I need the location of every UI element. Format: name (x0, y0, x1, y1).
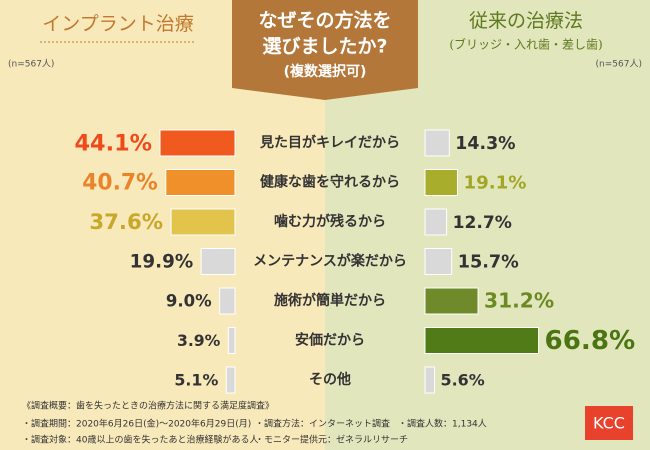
bar (424, 129, 450, 157)
center-title: 選びましたか? (262, 36, 387, 58)
bar (170, 208, 236, 236)
category-label: メンテナンスが楽だから (253, 253, 407, 270)
footnote: ・調査人数：1,134人 (398, 418, 487, 430)
category-label: その他 (309, 371, 351, 388)
category-label: 健康な歯を守れるから (260, 174, 400, 191)
value-label: 14.3% (455, 134, 515, 154)
footnote: ・調査方法：インターネット調査 (255, 418, 390, 430)
value-label: 15.7% (458, 253, 519, 273)
bar (159, 129, 236, 157)
value-label: 37.6% (89, 210, 163, 235)
bar (200, 248, 236, 275)
bar (424, 169, 458, 196)
left-title: インプラント治療 (42, 13, 193, 35)
bar (227, 327, 236, 354)
value-label: 3.9% (177, 331, 221, 350)
value-label: 19.1% (463, 173, 526, 194)
value-label: 44.1% (74, 131, 152, 157)
center-title: なぜその方法を (258, 9, 391, 32)
value-label: 9.0% (166, 292, 212, 311)
bar (219, 287, 236, 315)
right-n: (n=567人) (596, 59, 642, 70)
value-label: 40.7% (82, 171, 158, 196)
category-label: 噛む力が残るから (274, 213, 386, 230)
value-label: 19.9% (130, 252, 193, 273)
category-label: 見た目がキレイだから (259, 134, 400, 151)
bar (424, 327, 540, 354)
value-label: 12.7% (453, 213, 512, 233)
right-title: 従来の治療法 (469, 10, 583, 32)
bar (424, 287, 479, 315)
value-label: 5.1% (174, 371, 218, 390)
footnote: 《調査概要：歯を失ったときの治療方法に関する満足度調査》 (22, 400, 274, 412)
bar (424, 366, 436, 394)
bar (424, 208, 448, 236)
bar (225, 366, 236, 394)
logo-box (585, 406, 633, 440)
left-n: (n=567人) (8, 59, 54, 70)
bar (165, 169, 236, 196)
value-label: 5.6% (441, 371, 485, 390)
value-label: 31.2% (484, 289, 554, 313)
footnote: ・調査期間：2020年6月26日(金)～2020年6月29日(月) (22, 418, 251, 430)
category-label: 施術が簡単だから (274, 292, 386, 309)
category-label: 安価だから (295, 332, 365, 349)
right-subtitle: (ブリッジ・入れ歯・差し歯) (449, 37, 602, 52)
title-box (232, 0, 418, 100)
center-subtitle: (複数選択可) (284, 63, 367, 80)
value-label: 66.8% (545, 326, 636, 356)
bar (424, 248, 453, 275)
footnote: ・調査対象：40歳以上の歯を失ったあと治療経験がある人 (22, 434, 258, 446)
logo: KCC (593, 414, 625, 433)
footnote: ・モニター提供元：ゼネラルリサーチ (255, 434, 408, 446)
